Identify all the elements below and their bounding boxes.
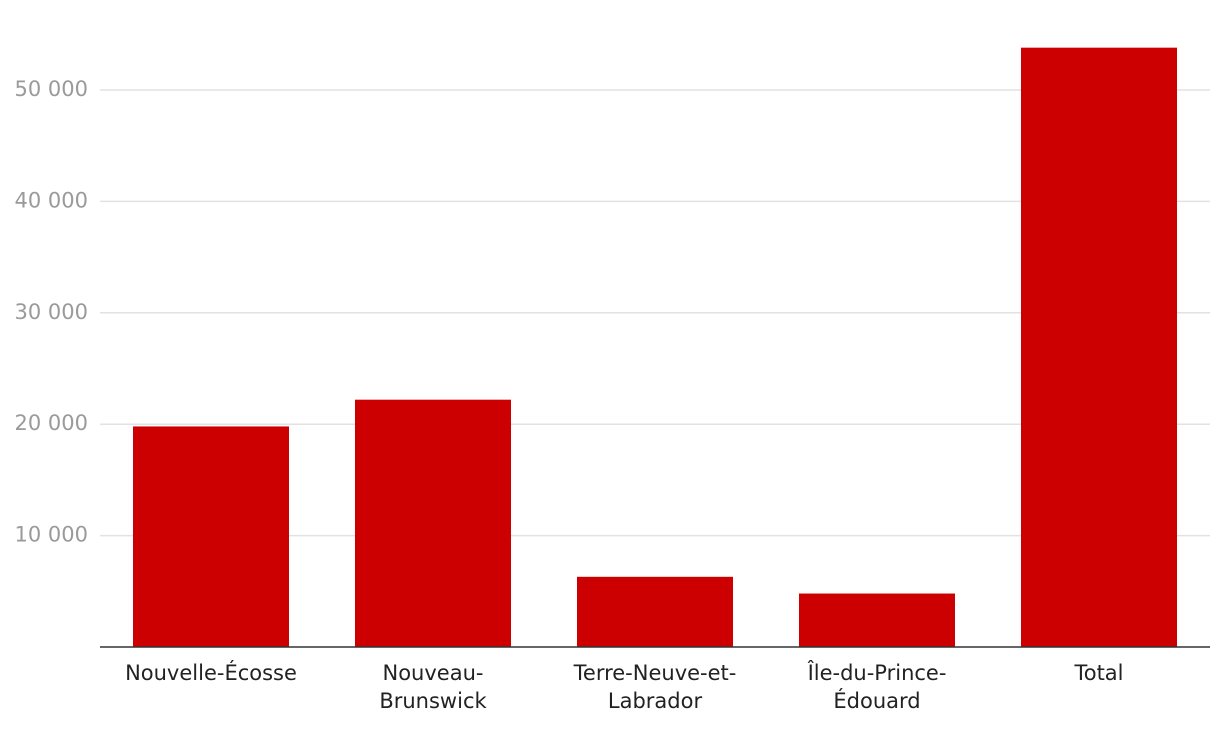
y-tick-label: 50 000	[15, 77, 88, 101]
x-tick-label: Nouvelle-Écosse	[125, 660, 297, 685]
bar	[799, 593, 955, 647]
y-tick-label: 30 000	[15, 300, 88, 324]
y-tick-label: 10 000	[15, 523, 88, 547]
y-tick-label: 20 000	[15, 411, 88, 435]
x-tick-label: Île-du-Prince-Édouard	[807, 660, 947, 713]
bar	[1021, 47, 1177, 648]
x-tick-label: Total	[1073, 661, 1123, 685]
x-tick-label: Nouveau-Brunswick	[379, 661, 487, 713]
y-tick-label: 40 000	[15, 188, 88, 212]
x-tick-label: Terre-Neuve-et-Labrador	[573, 661, 737, 713]
bar	[355, 399, 511, 647]
bar	[133, 426, 289, 647]
bar	[577, 576, 733, 647]
